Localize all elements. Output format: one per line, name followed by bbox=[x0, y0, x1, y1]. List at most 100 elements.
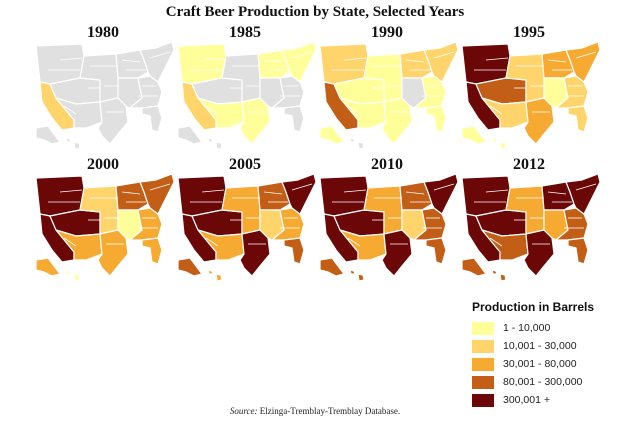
region-hawaii bbox=[207, 269, 223, 282]
region-hawaii bbox=[349, 269, 365, 282]
region-northeast bbox=[281, 41, 317, 83]
region-alaska bbox=[35, 125, 61, 145]
panel-year-label: 1980 bbox=[87, 24, 119, 41]
state-boundary-line bbox=[263, 191, 283, 195]
state-boundary-line bbox=[547, 191, 567, 195]
region-northwest bbox=[319, 43, 369, 85]
region-northwest bbox=[461, 175, 511, 217]
region-northwest bbox=[319, 175, 369, 217]
region-alaska bbox=[319, 125, 345, 145]
state-boundary-line bbox=[343, 57, 367, 61]
state-boundary-line bbox=[149, 51, 171, 59]
state-boundary-line bbox=[575, 183, 597, 191]
legend: Production in Barrels 1 - 10,000 10,001 -… bbox=[472, 300, 622, 407]
region-southwest bbox=[481, 229, 529, 261]
state-boundary-line bbox=[405, 191, 425, 195]
state-boundary-line bbox=[575, 51, 597, 59]
legend-item: 1 - 10,000 bbox=[472, 319, 622, 337]
panel-year-label: 1995 bbox=[513, 24, 545, 41]
region-southwest bbox=[481, 97, 529, 129]
map-panel: 1990 bbox=[314, 24, 460, 150]
region-southwest bbox=[55, 97, 103, 129]
state-boundary-line bbox=[59, 57, 83, 61]
legend-title: Production in Barrels bbox=[472, 300, 595, 314]
region-northwest bbox=[35, 175, 85, 217]
legend-swatch bbox=[472, 357, 494, 371]
us-map bbox=[319, 41, 459, 150]
map-panel: 2005 bbox=[172, 156, 318, 282]
state-boundary-line bbox=[263, 59, 283, 63]
region-hawaii bbox=[65, 269, 81, 282]
map-panel: 2010 bbox=[314, 156, 460, 282]
region-texas bbox=[97, 97, 129, 145]
region-southwest bbox=[197, 97, 245, 129]
region-florida bbox=[141, 237, 163, 265]
region-southwest bbox=[197, 229, 245, 261]
region-alaska bbox=[461, 257, 487, 277]
panel-year-label: 2010 bbox=[371, 156, 403, 173]
map-panel: 1985 bbox=[172, 24, 318, 150]
region-hawaii bbox=[491, 137, 507, 150]
legend-rows: 1 - 10,000 10,001 - 30,000 30,001 - 80,000… bbox=[472, 319, 622, 409]
legend-swatch bbox=[472, 321, 494, 335]
us-map bbox=[177, 173, 317, 282]
panel-year-label: 2005 bbox=[229, 156, 261, 173]
state-boundary-line bbox=[63, 237, 77, 247]
map-title: Craft Beer Production by State, Selected… bbox=[165, 4, 465, 20]
legend-swatch bbox=[472, 393, 494, 407]
region-hawaii bbox=[65, 137, 81, 150]
legend-label: 80,001 - 300,000 bbox=[503, 376, 583, 388]
state-boundary-line bbox=[291, 51, 313, 59]
panel-year-label: 2000 bbox=[87, 156, 119, 173]
state-boundary-line bbox=[489, 105, 503, 115]
state-boundary-line bbox=[433, 183, 455, 191]
us-map bbox=[177, 41, 317, 150]
region-southwest bbox=[339, 229, 387, 261]
region-texas bbox=[523, 229, 555, 277]
state-boundary-line bbox=[347, 105, 361, 115]
us-map bbox=[319, 173, 459, 282]
state-boundary-line bbox=[201, 189, 225, 193]
region-texas bbox=[239, 229, 271, 277]
panel-year-label: 1985 bbox=[229, 24, 261, 41]
us-map bbox=[461, 41, 601, 150]
region-florida bbox=[567, 105, 589, 133]
map-panel: 2012 bbox=[456, 156, 602, 282]
region-florida bbox=[283, 105, 305, 133]
region-alaska bbox=[319, 257, 345, 277]
map-panel: 1980 bbox=[30, 24, 176, 150]
source-label: Source: bbox=[229, 406, 258, 416]
region-texas bbox=[239, 97, 271, 145]
region-northwest bbox=[177, 175, 227, 217]
legend-item: 30,001 - 80,000 bbox=[472, 355, 622, 373]
state-boundary-line bbox=[433, 51, 455, 59]
region-hawaii bbox=[491, 269, 507, 282]
state-boundary-line bbox=[201, 57, 225, 61]
region-texas bbox=[523, 97, 555, 145]
state-boundary-line bbox=[121, 191, 141, 195]
state-boundary-line bbox=[63, 105, 77, 115]
region-southwest bbox=[55, 229, 103, 261]
region-florida bbox=[425, 237, 447, 265]
region-florida bbox=[425, 105, 447, 133]
region-florida bbox=[283, 237, 305, 265]
state-boundary-line bbox=[343, 189, 367, 193]
region-texas bbox=[381, 229, 413, 277]
state-boundary-line bbox=[547, 59, 567, 63]
state-boundary-line bbox=[489, 237, 503, 247]
state-boundary-line bbox=[205, 105, 219, 115]
legend-label: 10,001 - 30,000 bbox=[503, 340, 577, 352]
legend-swatch bbox=[472, 375, 494, 389]
region-northeast bbox=[139, 41, 175, 83]
map-panel: 2000 bbox=[30, 156, 176, 282]
region-texas bbox=[381, 97, 413, 145]
state-boundary-line bbox=[149, 183, 171, 191]
region-alaska bbox=[177, 257, 203, 277]
legend-item: 80,001 - 300,000 bbox=[472, 373, 622, 391]
legend-label: 300,001 + bbox=[503, 394, 551, 406]
region-northwest bbox=[177, 43, 227, 85]
legend-swatch bbox=[472, 339, 494, 353]
region-alaska bbox=[177, 125, 203, 145]
region-florida bbox=[567, 237, 589, 265]
region-northwest bbox=[461, 43, 511, 85]
